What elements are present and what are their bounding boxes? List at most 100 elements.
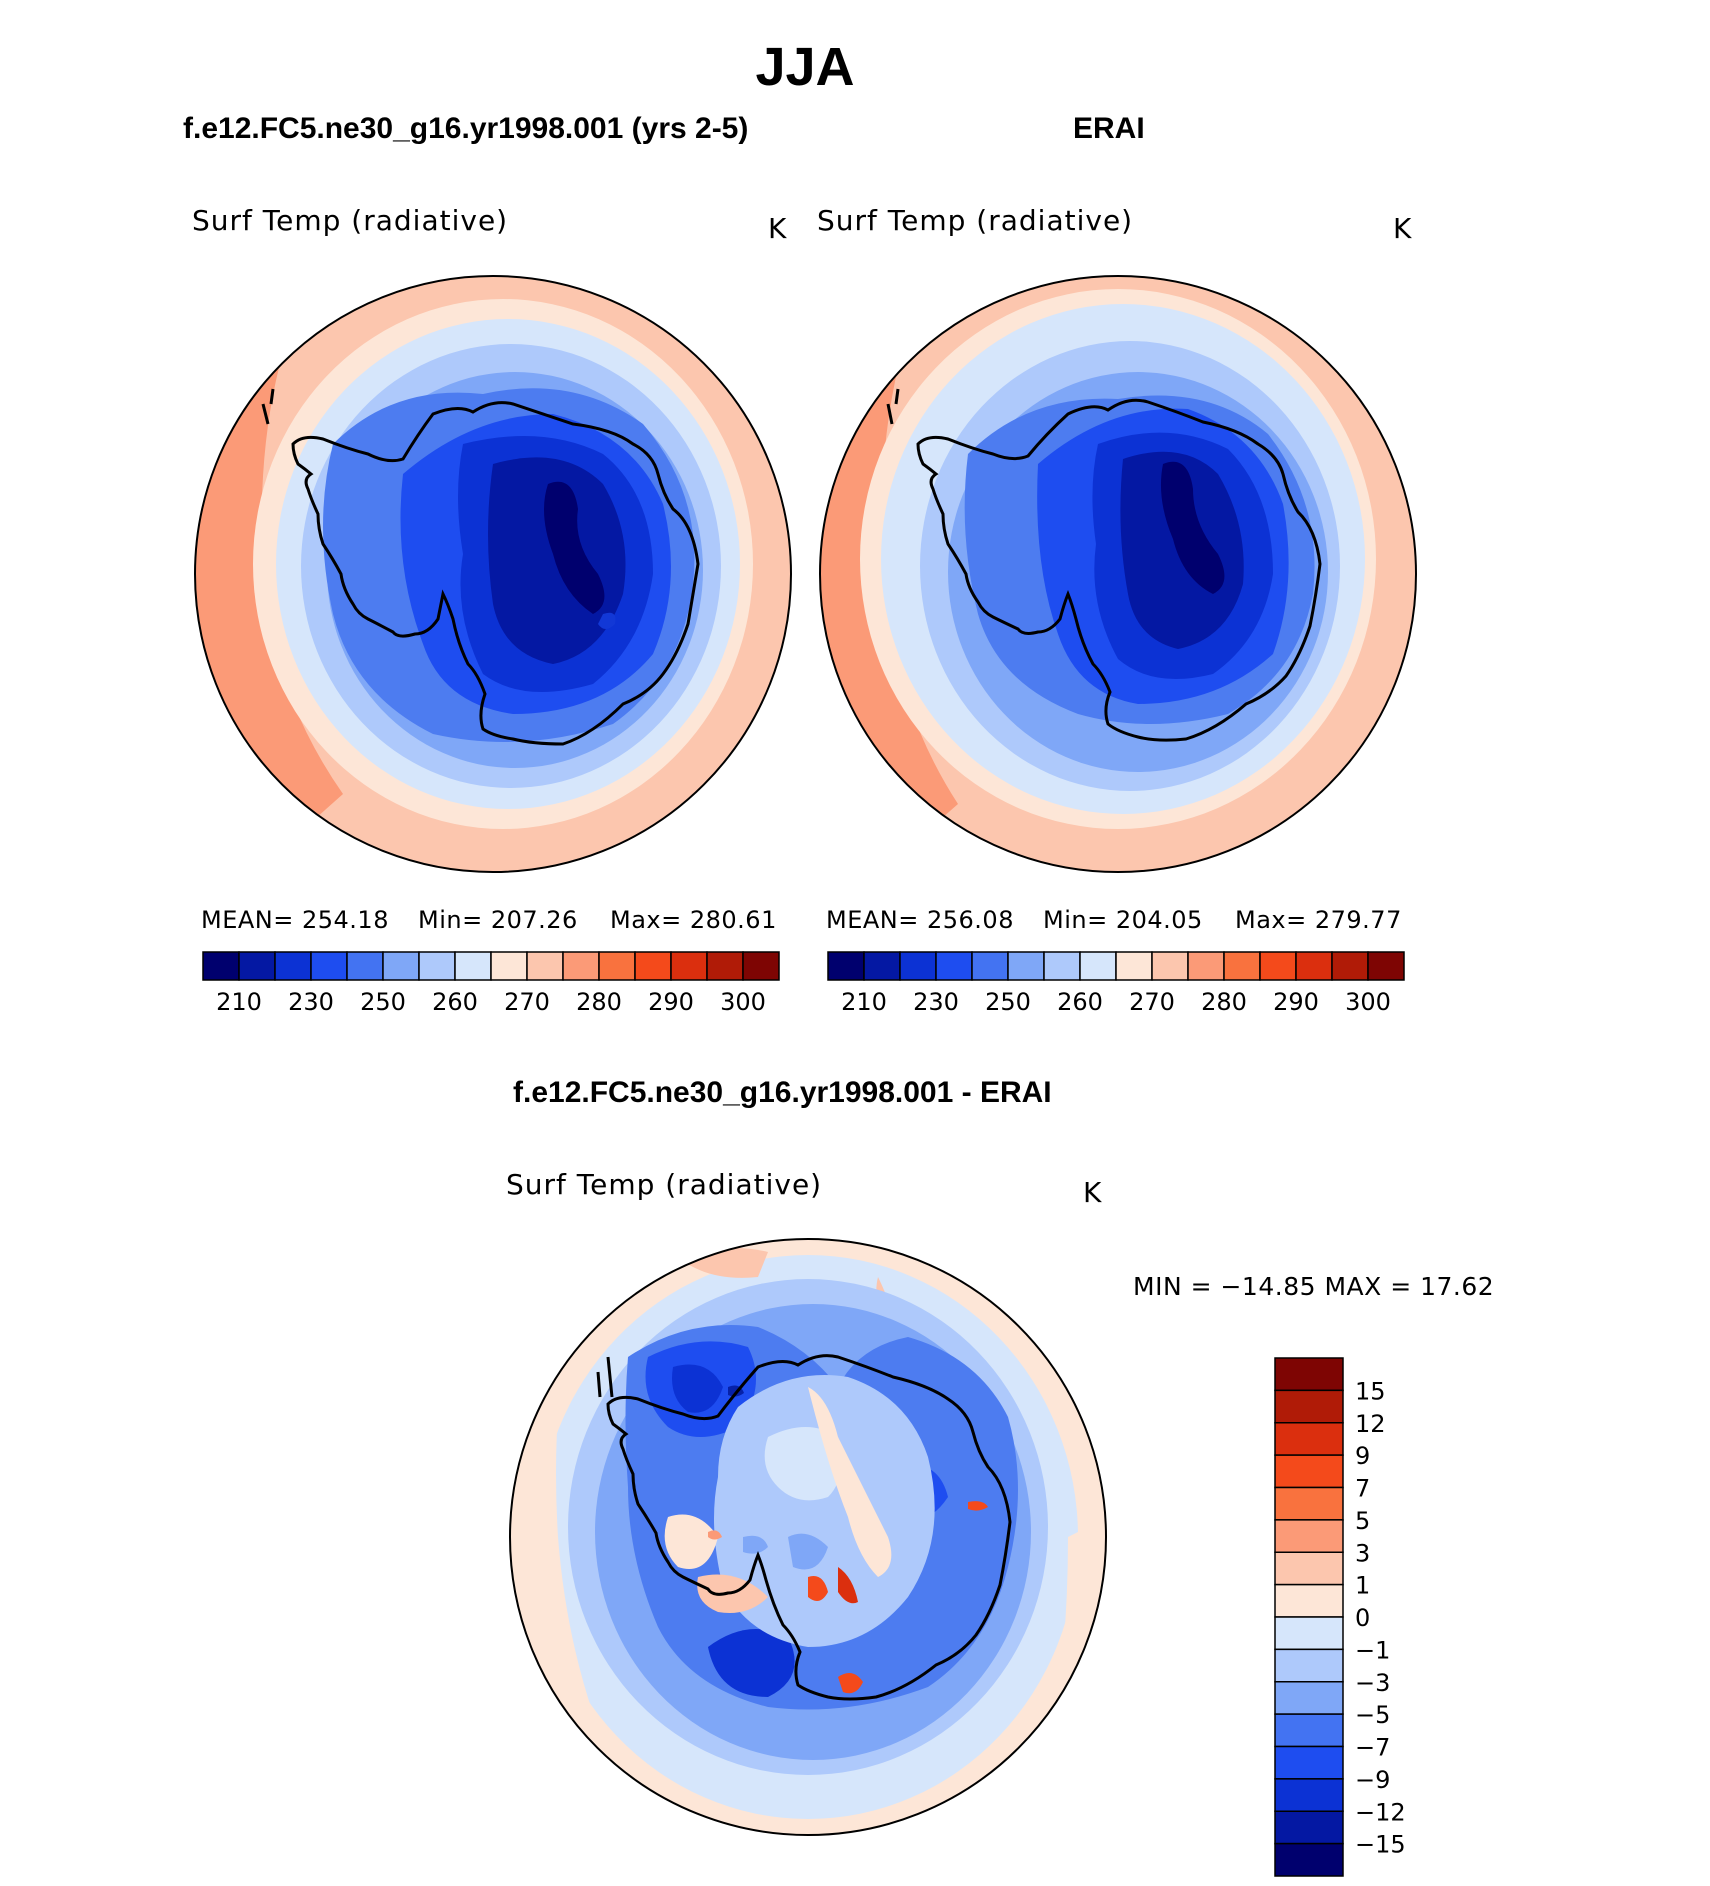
diff-colorbar-tick-label: −3 <box>1355 1669 1390 1697</box>
model-colorbar-swatch <box>346 951 384 981</box>
obs-colorbar-swatch <box>1115 951 1153 981</box>
obs-polar-map <box>819 275 1417 873</box>
figure-title: JJA <box>755 37 855 97</box>
diff-colorbar-swatch <box>1274 1357 1344 1392</box>
model-units-label: K <box>768 212 787 245</box>
obs-colorbar-tick-label: 290 <box>1273 988 1319 1016</box>
model-colorbar-swatch <box>598 951 636 981</box>
diff-colorbar-tick-label: 12 <box>1355 1410 1386 1438</box>
obs-units-label: K <box>1393 212 1412 245</box>
obs-colorbar-swatch <box>935 951 973 981</box>
model-colorbar: 210 230 250 260 270 280 290 300 <box>202 951 780 1016</box>
diff-colorbar-tick-label: −1 <box>1355 1636 1390 1664</box>
model-colorbar-tick-label: 300 <box>720 988 766 1016</box>
model-colorbar-swatch <box>706 951 744 981</box>
obs-colorbar-swatch <box>1259 951 1297 981</box>
obs-colorbar-tick-label: 210 <box>841 988 887 1016</box>
obs-colorbar-swatch <box>971 951 1009 981</box>
diff-colorbar: 15 12 9 7 5 3 1 0 −1 −3 −5 −7 −9 −12 −15 <box>1274 1357 1406 1877</box>
obs-colorbar: 210 230 250 260 270 280 290 300 <box>827 951 1405 1016</box>
obs-stats-mean: MEAN= 256.08 <box>826 906 1014 934</box>
obs-colorbar-swatch <box>1079 951 1117 981</box>
diff-colorbar-swatch <box>1274 1454 1344 1489</box>
obs-colorbar-tick-label: 270 <box>1129 988 1175 1016</box>
model-colorbar-swatch <box>670 951 708 981</box>
model-colorbar-swatch <box>490 951 528 981</box>
diff-colorbar-tick-label: −12 <box>1355 1798 1406 1826</box>
obs-colorbar-swatch <box>1187 951 1225 981</box>
model-colorbar-tick-label: 270 <box>504 988 550 1016</box>
diff-colorbar-tick-label: 7 <box>1355 1475 1370 1503</box>
diff-colorbar-tick-label: 0 <box>1355 1604 1370 1632</box>
model-colorbar-tick-label: 250 <box>360 988 406 1016</box>
model-colorbar-tick-label: 210 <box>216 988 262 1016</box>
diff-polar-map <box>509 1238 1107 1836</box>
diff-colorbar-swatch <box>1274 1713 1344 1748</box>
obs-variable-label: Surf Temp (radiative) <box>817 204 1134 237</box>
diff-colorbar-tick-label: 5 <box>1355 1507 1370 1535</box>
diff-colorbar-swatch <box>1274 1422 1344 1456</box>
diff-colorbar-swatch <box>1274 1616 1344 1651</box>
model-colorbar-tick-label: 280 <box>576 988 622 1016</box>
model-colorbar-swatch <box>382 951 420 981</box>
diff-colorbar-tick-label: −5 <box>1355 1701 1390 1729</box>
diff-variable-label: Surf Temp (radiative) <box>506 1168 823 1201</box>
model-stats-min: Min= 207.26 <box>418 906 578 934</box>
diff-colorbar-swatch <box>1274 1810 1344 1845</box>
diff-colorbar-tick-label: 15 <box>1355 1377 1386 1405</box>
diff-colorbar-tick-label: −7 <box>1355 1734 1390 1762</box>
diff-colorbar-swatch <box>1274 1745 1344 1780</box>
model-colorbar-tick-label: 230 <box>288 988 334 1016</box>
diff-colorbar-swatch <box>1274 1842 1344 1877</box>
obs-colorbar-swatch <box>1007 951 1045 981</box>
model-colorbar-swatch <box>562 951 600 981</box>
model-colorbar-swatch <box>526 951 564 981</box>
diff-panel-title: f.e12.FC5.ne30_g16.yr1998.001 - ERAI <box>513 1076 1052 1109</box>
diff-colorbar-tick-label: −15 <box>1355 1831 1406 1859</box>
model-colorbar-swatch <box>274 951 312 981</box>
model-panel-title: f.e12.FC5.ne30_g16.yr1998.001 (yrs 2-5) <box>183 112 749 145</box>
model-stats-max: Max= 280.61 <box>610 906 777 934</box>
obs-colorbar-tick-label: 260 <box>1057 988 1103 1016</box>
obs-colorbar-swatch <box>899 951 937 981</box>
model-colorbar-swatch <box>310 951 348 981</box>
diff-colorbar-swatch <box>1274 1551 1344 1586</box>
diff-colorbar-swatch <box>1274 1778 1344 1812</box>
diff-colorbar-swatch <box>1274 1648 1344 1683</box>
obs-colorbar-swatch <box>1331 951 1369 981</box>
obs-colorbar-tick-label: 250 <box>985 988 1031 1016</box>
diff-stats: MIN = −14.85 MAX = 17.62 <box>1133 1272 1495 1301</box>
obs-colorbar-swatch <box>863 951 901 981</box>
obs-colorbar-swatch <box>1223 951 1261 981</box>
diff-colorbar-swatch <box>1274 1389 1344 1424</box>
diff-colorbar-swatch <box>1274 1681 1344 1715</box>
model-polar-map <box>194 275 792 873</box>
obs-colorbar-swatch <box>1043 951 1081 981</box>
model-stats-mean: MEAN= 254.18 <box>201 906 389 934</box>
obs-colorbar-swatch <box>1367 951 1405 981</box>
model-colorbar-tick-label: 260 <box>432 988 478 1016</box>
model-variable-label: Surf Temp (radiative) <box>192 204 509 237</box>
model-colorbar-swatch <box>454 951 492 981</box>
obs-colorbar-tick-label: 280 <box>1201 988 1247 1016</box>
diff-colorbar-swatch <box>1274 1486 1344 1521</box>
diff-colorbar-tick-label: −9 <box>1355 1766 1390 1794</box>
obs-colorbar-swatch <box>827 951 865 981</box>
diff-colorbar-tick-label: 9 <box>1355 1442 1370 1470</box>
obs-colorbar-swatch <box>1151 951 1189 981</box>
model-colorbar-swatch <box>418 951 456 981</box>
obs-colorbar-tick-label: 230 <box>913 988 959 1016</box>
obs-colorbar-tick-label: 300 <box>1345 988 1391 1016</box>
diff-colorbar-swatch <box>1274 1583 1344 1618</box>
model-colorbar-swatch <box>634 951 672 981</box>
obs-stats-max: Max= 279.77 <box>1235 906 1402 934</box>
obs-colorbar-swatch <box>1295 951 1333 981</box>
model-colorbar-tick-label: 290 <box>648 988 694 1016</box>
obs-panel-title: ERAI <box>1073 112 1145 145</box>
diff-colorbar-tick-label: 3 <box>1355 1539 1370 1567</box>
obs-stats-min: Min= 204.05 <box>1043 906 1203 934</box>
model-colorbar-swatch <box>742 951 780 981</box>
model-colorbar-swatch <box>202 951 240 981</box>
diff-colorbar-tick-label: 1 <box>1355 1572 1370 1600</box>
model-colorbar-swatch <box>238 951 276 981</box>
